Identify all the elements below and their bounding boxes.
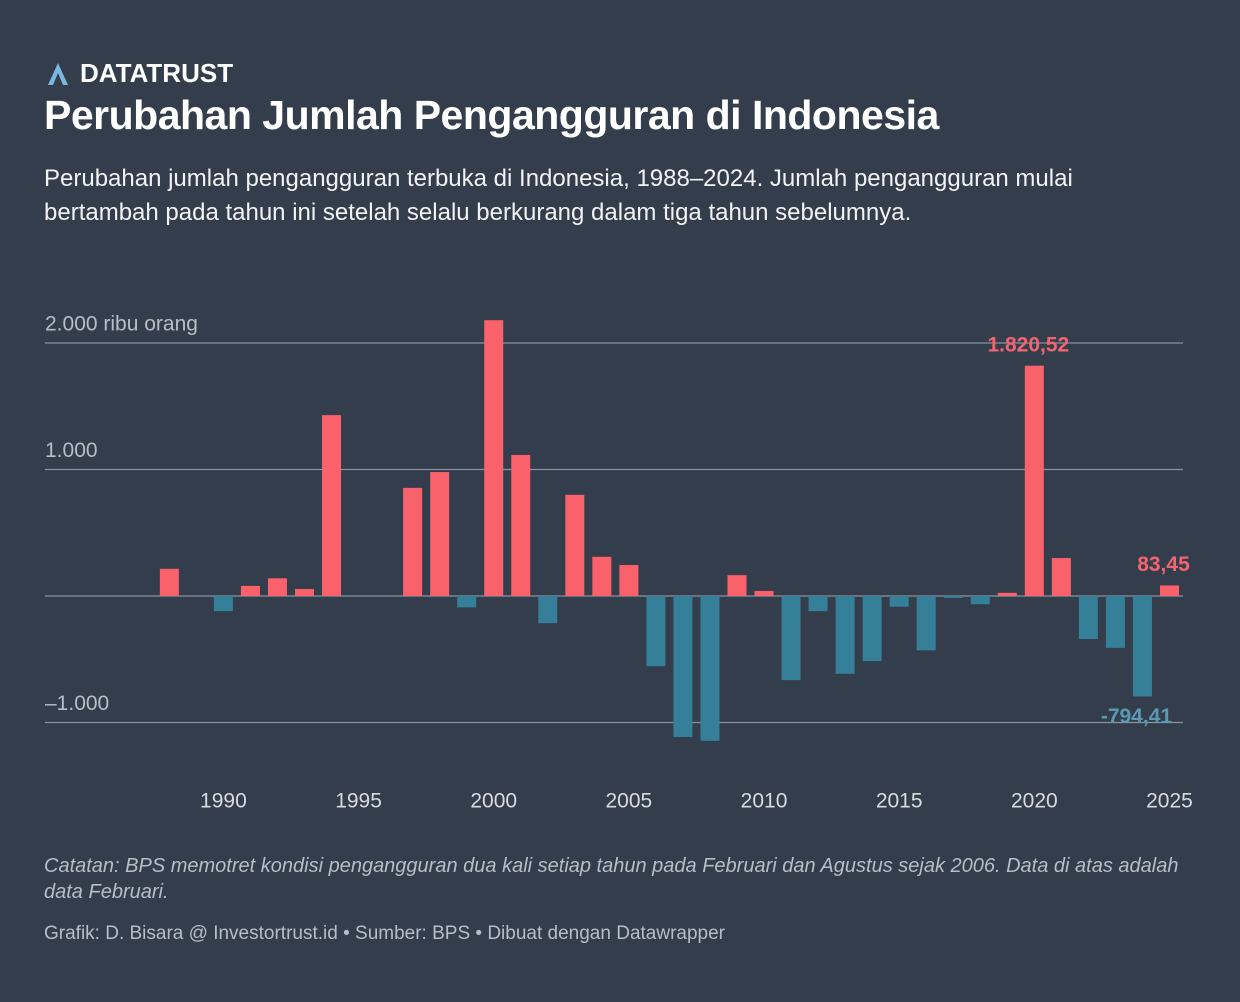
- bar: [592, 556, 612, 596]
- bar: [294, 589, 314, 596]
- x-tick-label: 2015: [876, 790, 923, 813]
- bar: [916, 596, 936, 651]
- bar: [943, 596, 963, 598]
- chart: 2.000 ribu orang 1.000 –1.000 1990 1995 2000 2…: [45, 313, 1193, 813]
- brand: DATATRUST: [46, 58, 233, 89]
- bar: [511, 454, 531, 596]
- bar: [862, 596, 882, 662]
- bar: [322, 415, 342, 596]
- note: Catatan: BPS memotret kondisi penganggur…: [44, 855, 1179, 903]
- chart-title: Perubahan Jumlah Pengangguran di Indones…: [44, 92, 939, 138]
- chart-subtitle: Perubahan jumlah pengangguran terbuka di…: [44, 165, 1073, 226]
- bar: [835, 596, 855, 674]
- bar: [1078, 596, 1098, 640]
- y-tick-label: 1.000: [45, 439, 98, 462]
- bar: [781, 596, 801, 681]
- x-tick-label: 1995: [335, 790, 382, 813]
- bar: [970, 596, 990, 605]
- bar: [673, 596, 693, 738]
- brand-name: DATATRUST: [80, 58, 234, 88]
- bar: [213, 596, 233, 612]
- value-label: 1.820,52: [987, 333, 1069, 356]
- bar: [889, 596, 909, 607]
- credit: Grafik: D. Bisara @ Investortrust.id • S…: [44, 923, 725, 944]
- value-label: 83,45: [1137, 553, 1190, 576]
- bar: [1159, 585, 1179, 596]
- x-tick-label: 2000: [470, 790, 517, 813]
- bar: [565, 494, 585, 596]
- x-tick-label: 2020: [1011, 790, 1058, 813]
- bar: [267, 578, 287, 596]
- bar: [403, 487, 423, 596]
- bar: [1024, 365, 1044, 596]
- y-tick-label: 2.000 ribu orang: [45, 313, 198, 336]
- x-tick-label: 2025: [1146, 790, 1193, 813]
- y-tick-label: –1.000: [45, 692, 109, 715]
- bar: [159, 568, 179, 596]
- bar: [457, 596, 477, 608]
- bar: [808, 596, 828, 612]
- bar: [1132, 596, 1152, 697]
- x-tick-label: 2005: [606, 790, 653, 813]
- bar: [240, 585, 260, 596]
- bar: [484, 320, 504, 596]
- bar: [754, 590, 774, 596]
- value-label: -794,41: [1101, 705, 1173, 728]
- bar: [619, 565, 639, 596]
- bar: [997, 592, 1017, 596]
- bar: [727, 575, 747, 596]
- bar: [646, 596, 666, 667]
- bar: [700, 596, 720, 741]
- bar: [1051, 558, 1071, 596]
- x-tick-label: 1990: [200, 790, 247, 813]
- bar: [430, 472, 450, 596]
- bar: [538, 596, 558, 624]
- logo: [48, 62, 68, 85]
- x-tick-label: 2010: [741, 790, 788, 813]
- bar: [1105, 596, 1125, 648]
